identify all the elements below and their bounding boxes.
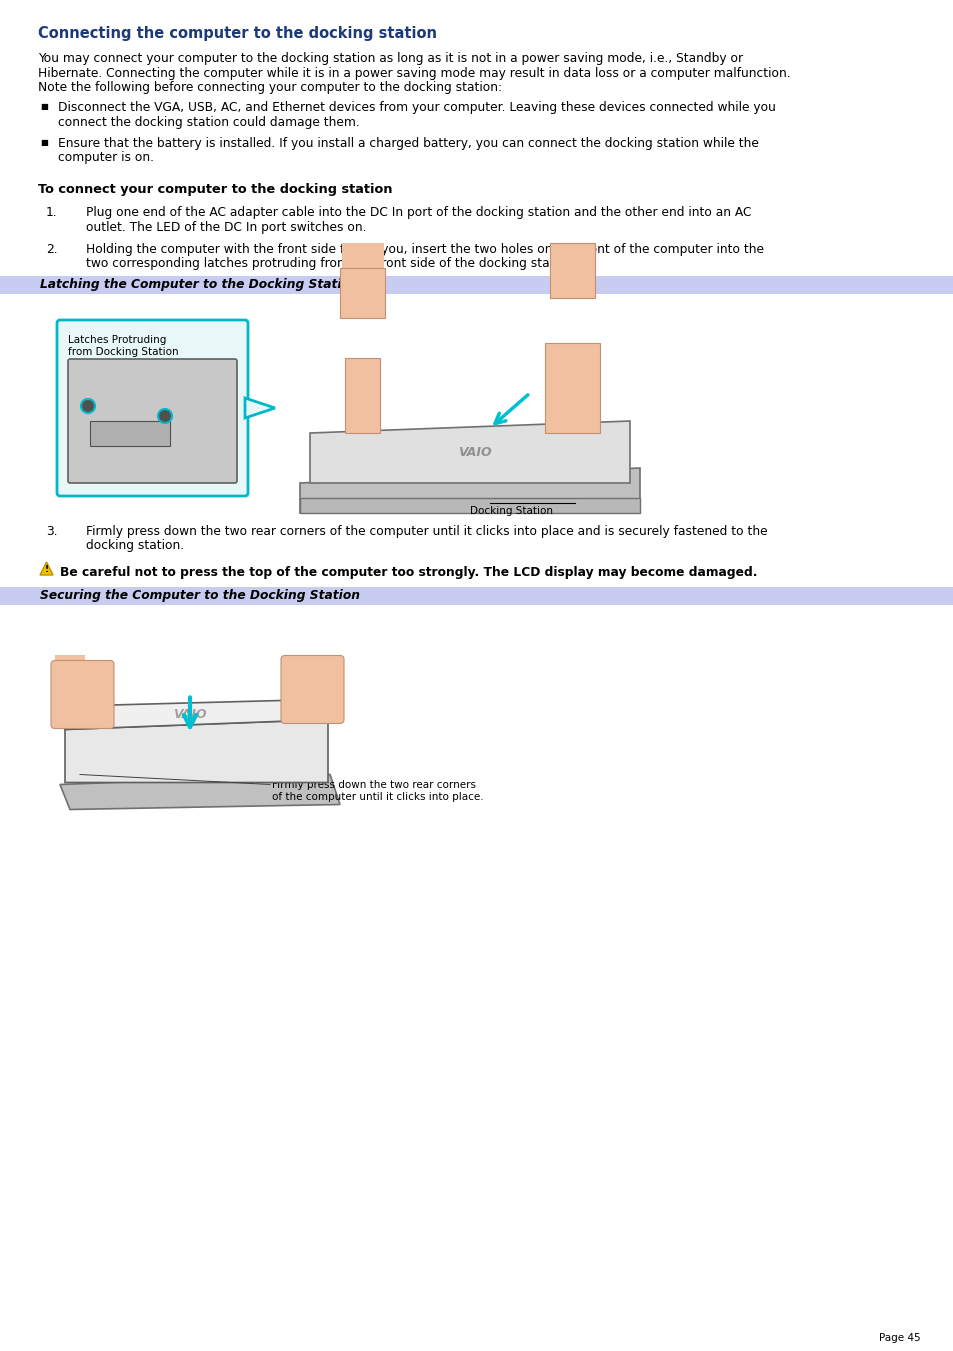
Polygon shape [55,700,328,730]
Text: VAIO: VAIO [457,446,492,459]
Text: Latching the Computer to the Docking Station: Latching the Computer to the Docking Sta… [40,278,358,290]
Circle shape [81,399,95,413]
Text: Firmly press down the two rear corners: Firmly press down the two rear corners [272,780,476,789]
Text: 2.: 2. [46,243,57,255]
Circle shape [158,409,172,423]
Text: VAIO: VAIO [173,708,207,721]
Bar [0,609,953,809]
Text: Page 45: Page 45 [878,1333,920,1343]
FancyBboxPatch shape [51,661,113,728]
Text: Hibernate. Connecting the computer while it is in a power saving mode may result: Hibernate. Connecting the computer while… [38,66,790,80]
Text: docking station.: docking station. [86,539,184,553]
Bar [0,276,953,295]
Text: 3.: 3. [46,526,57,538]
Text: computer is on.: computer is on. [58,151,153,163]
Text: Docking Station: Docking Station [470,507,553,516]
Text: Ensure that the battery is installed. If you install a charged battery, you can : Ensure that the battery is installed. If… [58,136,758,150]
Text: outlet. The LED of the DC In port switches on.: outlet. The LED of the DC In port switch… [86,220,366,234]
Text: Securing the Computer to the Docking Station: Securing the Computer to the Docking Sta… [40,589,359,601]
Text: ■: ■ [40,103,48,112]
Text: Holding the computer with the front side facing you, insert the two holes on the: Holding the computer with the front side… [86,243,763,255]
Polygon shape [40,562,53,576]
Bar [0,586,953,604]
Polygon shape [55,654,85,694]
Polygon shape [65,720,328,782]
Text: connect the docking station could damage them.: connect the docking station could damage… [58,116,359,128]
Polygon shape [60,774,339,809]
Text: Be careful not to press the top of the computer too strongly. The LCD display ma: Be careful not to press the top of the c… [60,566,757,580]
Bar [341,243,384,273]
Bar [339,267,385,317]
Polygon shape [299,499,639,513]
Polygon shape [299,467,639,513]
Polygon shape [310,422,629,484]
Text: Latches Protruding: Latches Protruding [68,335,166,345]
Bar [0,299,953,513]
Bar [550,243,595,299]
FancyBboxPatch shape [281,655,344,724]
Text: Firmly press down the two rear corners of the computer until it clicks into plac: Firmly press down the two rear corners o… [86,526,767,538]
Text: of the computer until it clicks into place.: of the computer until it clicks into pla… [272,792,483,801]
Polygon shape [345,358,379,434]
Polygon shape [544,343,599,434]
Text: Connecting the computer to the docking station: Connecting the computer to the docking s… [38,26,436,41]
FancyBboxPatch shape [68,359,236,484]
Text: ■: ■ [40,138,48,146]
FancyBboxPatch shape [57,320,248,496]
Text: To connect your computer to the docking station: To connect your computer to the docking … [38,184,392,196]
Text: Plug one end of the AC adapter cable into the DC In port of the docking station : Plug one end of the AC adapter cable int… [86,205,751,219]
Bar [552,243,594,273]
Text: !: ! [45,565,49,574]
Text: 1.: 1. [46,205,57,219]
Text: You may connect your computer to the docking station as long as it is not in a p: You may connect your computer to the doc… [38,51,742,65]
Text: two corresponding latches protruding from the front side of the docking station.: two corresponding latches protruding fro… [86,258,577,270]
Text: Disconnect the VGA, USB, AC, and Ethernet devices from your computer. Leaving th: Disconnect the VGA, USB, AC, and Etherne… [58,101,775,115]
Text: from Docking Station: from Docking Station [68,347,178,357]
Polygon shape [310,654,339,689]
FancyBboxPatch shape [90,422,170,446]
Polygon shape [245,399,274,417]
Text: Note the following before connecting your computer to the docking station:: Note the following before connecting you… [38,81,501,95]
